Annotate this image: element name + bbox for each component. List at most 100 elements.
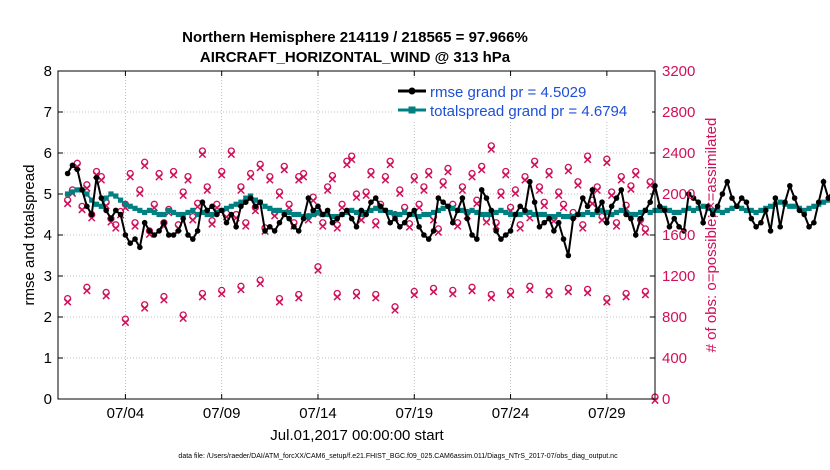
totalspread-point [536, 211, 543, 218]
obs-assimilated-marker [651, 396, 659, 405]
x-tick-label: 07/19 [396, 405, 434, 422]
totalspread-point [416, 213, 422, 220]
totalspread-point [199, 209, 206, 216]
totalspread-point [421, 211, 427, 218]
rmse-point [628, 215, 634, 222]
rmse-point [291, 224, 297, 230]
totalspread-point [272, 207, 278, 213]
rmse-point [88, 211, 95, 218]
rmse-point [161, 219, 167, 226]
rmse-point [363, 211, 369, 218]
obs-assimilated-marker [126, 173, 134, 181]
obs-assimilated-marker [275, 191, 284, 200]
y-left-tick-label: 5 [44, 186, 52, 203]
rmse-point [825, 195, 830, 201]
obs-assimilated-marker [280, 166, 289, 174]
y-right-tick-label: 2800 [662, 104, 695, 121]
legend-background [394, 80, 652, 120]
rmse-point [214, 211, 220, 218]
obs-assimilated-marker [314, 266, 322, 274]
rmse-point [79, 187, 85, 193]
y-right-tick-label: 2400 [662, 145, 695, 162]
x-tick-label: 07/04 [107, 405, 145, 422]
rmse-point [112, 207, 119, 214]
obs-assimilated-marker [530, 160, 539, 169]
rmse-point [685, 191, 692, 197]
y-left-tick-label: 7 [44, 104, 52, 121]
obs-assimilated-marker [535, 186, 544, 195]
obs-assimilated-marker [266, 176, 274, 184]
obs-assimilated-marker [63, 298, 72, 306]
totalspread-point [233, 201, 239, 207]
x-axis: 07/04 07/09 07/14 07/19 07/24 07/29 [107, 71, 626, 422]
y-right-tick-label: 0 [662, 391, 670, 408]
rmse-point [815, 199, 822, 205]
rmse-point [579, 195, 586, 201]
obs-assimilated-marker [189, 216, 197, 224]
obs-assimilated-marker [641, 228, 650, 237]
totalspread-point [209, 211, 215, 218]
totalspread-point [127, 203, 133, 209]
totalspread-point [329, 213, 336, 220]
totalspread-point [175, 211, 181, 218]
totalspread-point [262, 203, 268, 209]
obs-assimilated-marker [237, 186, 245, 195]
obs-assimilated-marker [564, 167, 573, 175]
rmse-point [199, 199, 206, 205]
obs-assimilated-marker [352, 193, 361, 202]
totalspread-point [170, 209, 177, 216]
rmse-point [449, 219, 456, 226]
rmse-point [151, 232, 158, 238]
obs-assimilated-marker [458, 186, 467, 195]
obs-assimilated-marker [516, 224, 524, 232]
rmse-point [536, 224, 543, 230]
legend-rmse-marker [408, 87, 416, 95]
obs-assimilated-marker [540, 201, 548, 210]
rmse-point [156, 228, 162, 234]
obs-assimilated-marker [251, 207, 260, 215]
rmse-point [772, 195, 779, 201]
rmse-point [276, 219, 283, 226]
obs-assimilated-marker [487, 145, 496, 154]
rmse-point [382, 207, 389, 214]
rmse-point [599, 199, 605, 205]
rmse-point [315, 203, 321, 210]
rmse-point [512, 211, 519, 218]
rmse-point [589, 187, 596, 193]
rmse-point [743, 199, 750, 205]
obs-assimilated-marker [420, 186, 428, 195]
obs-assimilated-marker [150, 203, 159, 212]
totalspread-point [108, 191, 114, 197]
obs-assimilated-marker [627, 185, 635, 193]
obs-assimilated-marker [78, 206, 86, 214]
totalspread-point [103, 195, 109, 201]
rmse-point [608, 203, 615, 210]
obs-assimilated-marker [372, 294, 380, 302]
totalspread-point [609, 211, 615, 218]
totalspread-point [195, 211, 201, 218]
y-right-tick-label: 400 [662, 350, 687, 367]
rmse-point [180, 215, 186, 222]
rmse-point [190, 236, 196, 242]
obs-assimilated-marker [593, 186, 601, 195]
totalspread-point [479, 211, 485, 218]
totalspread-point [296, 211, 302, 218]
obs-assimilated-marker [386, 160, 394, 169]
totalspread-point [657, 207, 663, 213]
rmse-point [108, 215, 114, 222]
rmse-point [762, 207, 769, 214]
totalspread-point [777, 199, 783, 205]
obs-assimilated-marker [155, 173, 163, 181]
totalspread-point [411, 211, 417, 218]
rmse-point [719, 191, 726, 197]
totalspread-point [349, 207, 355, 213]
totalspread-point [325, 211, 331, 218]
obs-assimilated-marker [564, 288, 573, 296]
rmse-point [623, 211, 629, 218]
totalspread-point [589, 211, 596, 218]
totalspread-point [166, 207, 172, 213]
rmse-point [695, 199, 702, 205]
obs-assimilated-marker [477, 166, 486, 174]
obs-assimilated-marker [617, 176, 626, 184]
rmse-point [175, 228, 182, 234]
